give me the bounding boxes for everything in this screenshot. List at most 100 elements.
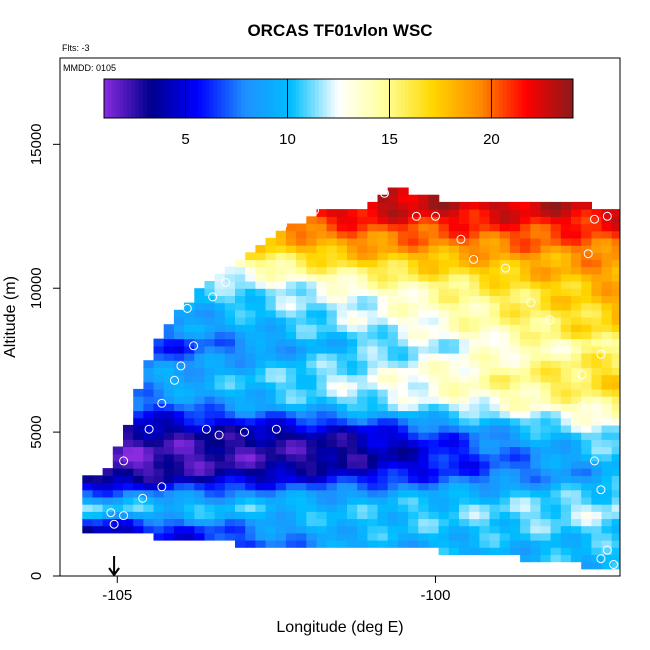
- heatmap-cell: [622, 259, 633, 267]
- heatmap-cell: [479, 360, 491, 368]
- heatmap-cell: [469, 353, 480, 361]
- heatmap-cell: [591, 424, 603, 433]
- heatmap-cell: [499, 317, 511, 325]
- heatmap-cell: [499, 518, 511, 527]
- heatmap-cell: [377, 410, 389, 419]
- heatmap-cell: [387, 489, 399, 498]
- heatmap-cell: [560, 201, 572, 210]
- heatmap-cell: [418, 324, 430, 332]
- heatmap-cell: [438, 381, 450, 390]
- heatmap-cell: [560, 266, 572, 275]
- heatmap-cell: [438, 273, 450, 282]
- heatmap-cell: [397, 309, 409, 318]
- heatmap-cell: [285, 245, 297, 253]
- heatmap-cell: [102, 468, 114, 476]
- heatmap-cell: [204, 504, 216, 512]
- heatmap-cell: [418, 388, 430, 397]
- heatmap-cell: [255, 532, 267, 541]
- heatmap-cell: [530, 237, 542, 246]
- heatmap-cell: [306, 403, 318, 412]
- heatmap-cell: [306, 230, 318, 239]
- heatmap-cell: [499, 381, 511, 390]
- heatmap-cell: [489, 525, 501, 534]
- heatmap-cell: [112, 460, 124, 469]
- heatmap-cell: [479, 518, 491, 527]
- heatmap-cell: [509, 295, 521, 304]
- heatmap-cell: [469, 460, 480, 469]
- heatmap-cell: [489, 489, 501, 498]
- heatmap-cell: [550, 554, 562, 563]
- heatmap-cell: [265, 295, 277, 304]
- heatmap-cell: [387, 187, 399, 196]
- heatmap-cell: [194, 360, 206, 368]
- heatmap-cell: [520, 504, 531, 512]
- heatmap-cell: [336, 216, 348, 225]
- heatmap-cell: [479, 259, 491, 268]
- heatmap-cell: [133, 403, 144, 412]
- heatmap-cell: [163, 525, 175, 534]
- heatmap-cell: [296, 309, 307, 318]
- heatmap-cell: [275, 396, 287, 404]
- heatmap-cell: [163, 446, 175, 455]
- heatmap-cell: [265, 367, 277, 376]
- heatmap-cell: [489, 482, 501, 491]
- heatmap-cell: [540, 482, 552, 491]
- heatmap-cell: [550, 317, 562, 325]
- heatmap-cell: [611, 331, 620, 340]
- heatmap-cell: [581, 504, 592, 512]
- colorbar-swatch: [424, 79, 429, 118]
- colorbar-swatch: [146, 79, 152, 118]
- heatmap-cell: [550, 547, 562, 555]
- heatmap-cell: [377, 381, 389, 390]
- heatmap-cell: [306, 302, 318, 311]
- heatmap-cell: [224, 295, 236, 304]
- sample-points: [106, 188, 619, 569]
- heatmap-cell: [520, 489, 531, 498]
- colorbar-swatch: [416, 79, 422, 118]
- heatmap-cell: [245, 302, 256, 311]
- heatmap-cell: [530, 230, 542, 239]
- heatmap-cell: [357, 453, 368, 462]
- heatmap-cell: [611, 504, 620, 512]
- heatmap-cell: [448, 273, 460, 282]
- heatmap-cell: [397, 460, 409, 469]
- heatmap-cell: [622, 497, 633, 505]
- heatmap-cell: [275, 525, 287, 534]
- heatmap-cell: [520, 237, 531, 246]
- heatmap-cell: [499, 216, 511, 225]
- colorbar-swatch: [229, 79, 234, 118]
- heatmap-cell: [479, 230, 491, 239]
- heatmap-cell: [204, 460, 216, 469]
- heatmap-cell: [245, 353, 256, 361]
- heatmap-cell: [153, 345, 165, 354]
- heatmap-cell: [499, 259, 511, 268]
- heatmap-cell: [296, 252, 307, 261]
- heatmap-cell: [367, 396, 379, 404]
- heatmap-cell: [581, 482, 592, 491]
- heatmap-cell: [520, 360, 531, 368]
- heatmap-cell: [265, 439, 277, 448]
- heatmap-cell: [316, 446, 328, 455]
- heatmap-cell: [387, 511, 399, 520]
- heatmap-cell: [408, 417, 419, 426]
- heatmap-cell: [306, 417, 318, 426]
- colorbar-swatch: [139, 79, 144, 118]
- heatmap-cell: [601, 482, 613, 491]
- heatmap-cell: [622, 267, 633, 275]
- heatmap-cell: [285, 540, 297, 548]
- heatmap-cell: [560, 540, 572, 548]
- heatmap-cell: [245, 525, 256, 534]
- heatmap-cell: [459, 424, 470, 433]
- heatmap-cell: [214, 273, 226, 282]
- heatmap-cell: [123, 439, 134, 448]
- heatmap-cell: [520, 367, 531, 376]
- heatmap-cell: [224, 388, 236, 397]
- heatmap-cell: [224, 309, 236, 318]
- heatmap-cell: [601, 468, 613, 476]
- heatmap-cell: [550, 424, 562, 433]
- heatmap-cell: [367, 439, 379, 448]
- heatmap-cell: [438, 446, 450, 455]
- heatmap-cell: [408, 439, 419, 448]
- heatmap-cell: [530, 518, 542, 527]
- x-tick-label: -105: [102, 587, 132, 604]
